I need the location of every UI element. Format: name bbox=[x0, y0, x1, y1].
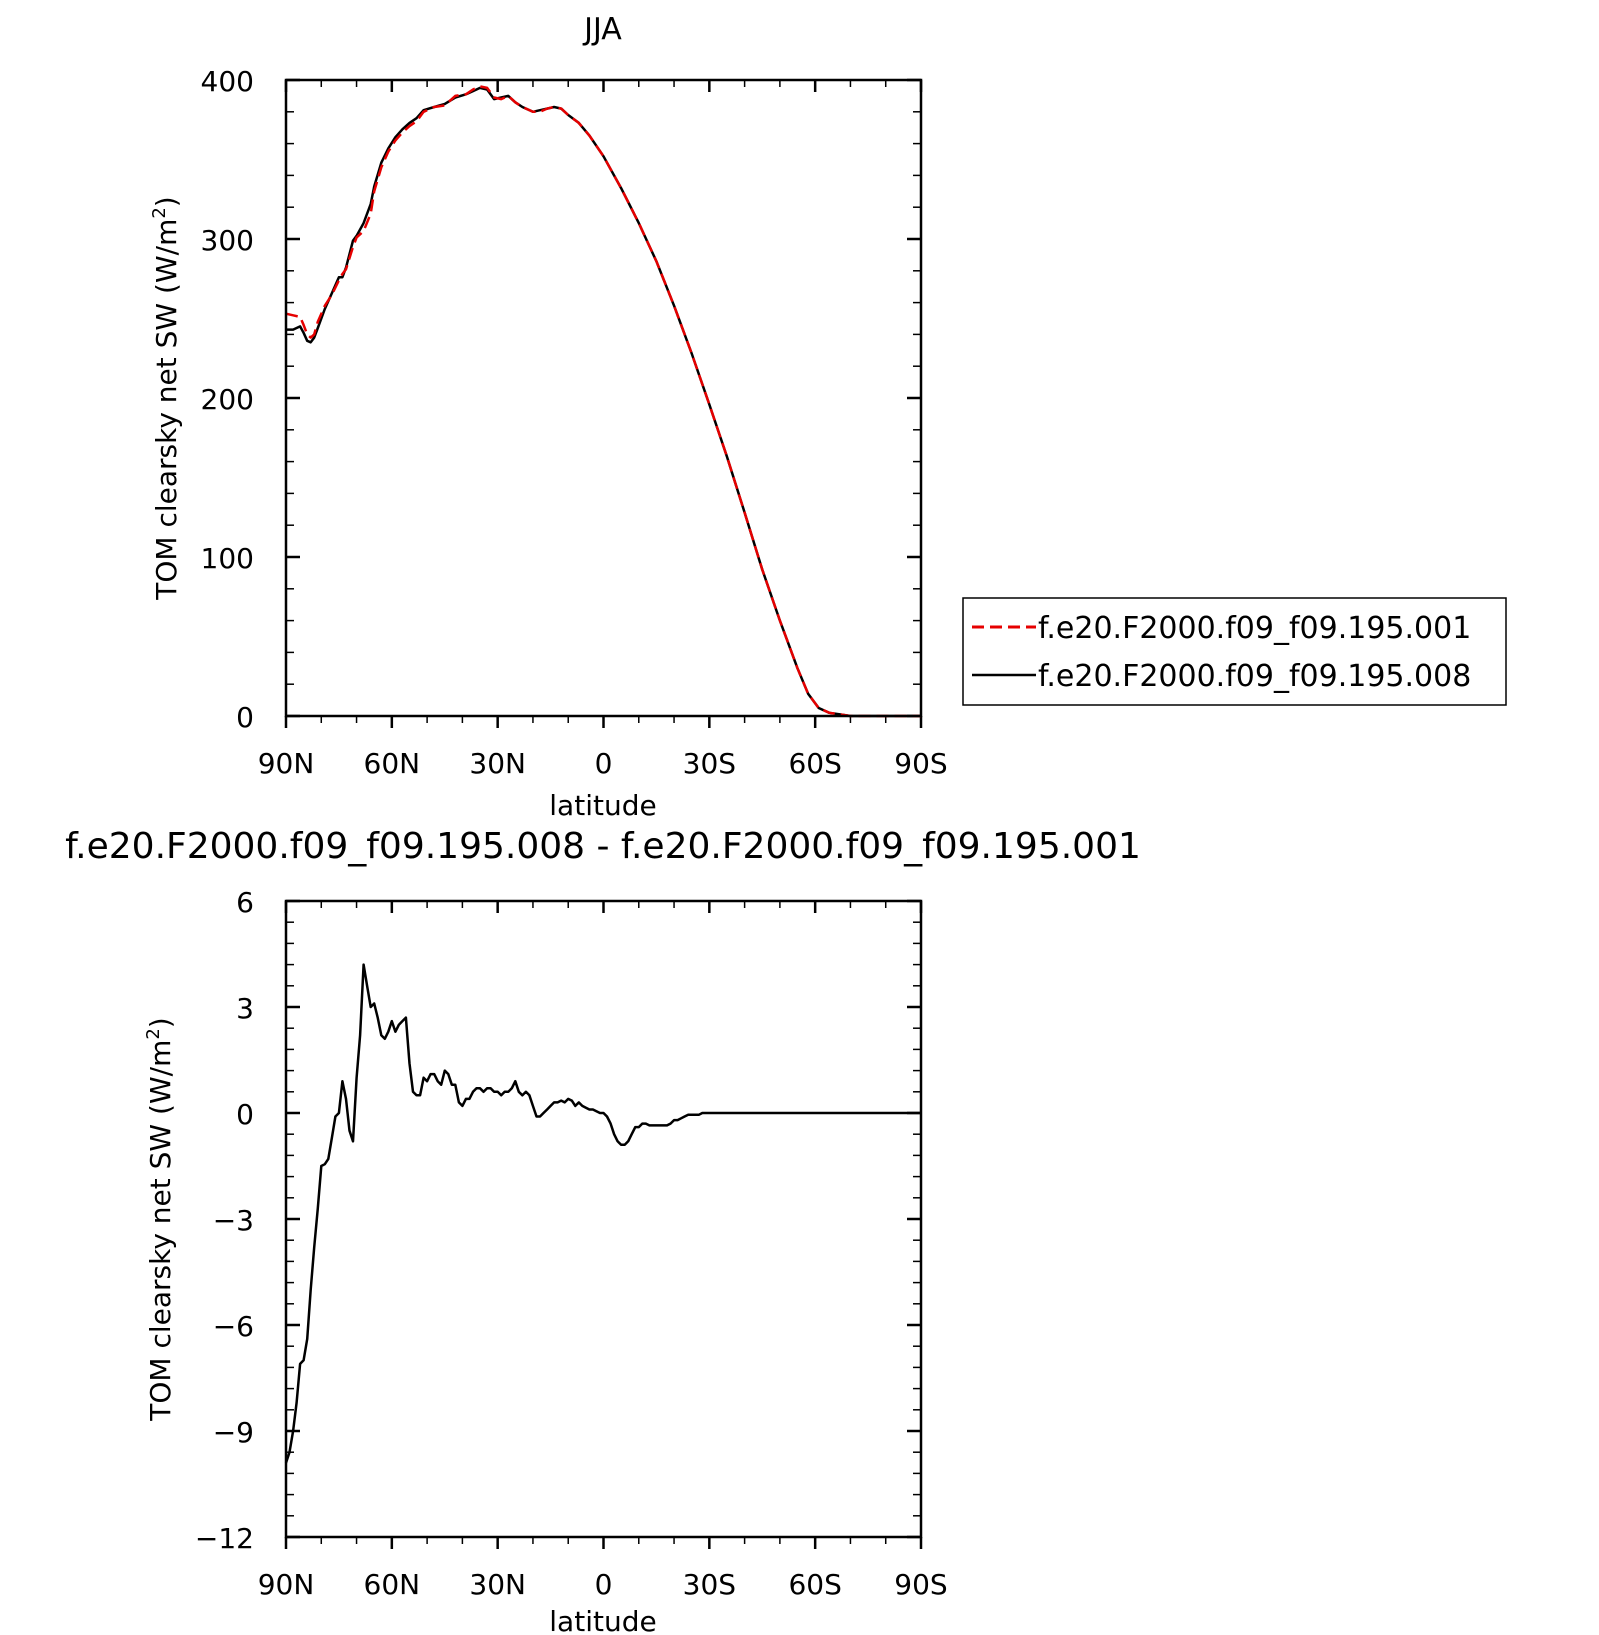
legend-box bbox=[962, 597, 1507, 706]
top-chart-legend: f.e20.F2000.f09_f09.195.001 f.e20.F2000.… bbox=[962, 597, 1507, 706]
top-x-tick-label: 0 bbox=[595, 747, 613, 780]
top-y-tick-label: 200 bbox=[201, 383, 254, 416]
top-x-tick-label: 90N bbox=[258, 747, 315, 780]
bottom-x-tick-label: 90S bbox=[894, 1568, 947, 1601]
bottom-chart-y-minor-ticks bbox=[286, 921, 921, 1517]
bottom-x-tick-label: 60S bbox=[788, 1568, 841, 1601]
bottom-y-tick-label: −3 bbox=[213, 1204, 254, 1237]
bottom-x-tick-label: 30S bbox=[683, 1568, 736, 1601]
top-x-tick-label: 90S bbox=[894, 747, 947, 780]
bottom-y-tick-label: 0 bbox=[236, 1098, 254, 1131]
bottom-x-tick-label: 0 bbox=[595, 1568, 613, 1601]
top-chart-x-axis-label: latitude bbox=[549, 789, 656, 822]
top-y-tick-label: 300 bbox=[201, 224, 254, 257]
bottom-x-tick-label: 90N bbox=[258, 1568, 315, 1601]
bottom-chart-y-axis-label-superscript: 2 bbox=[143, 1028, 164, 1039]
top-series-line-0 bbox=[285, 85, 921, 718]
bottom-chart-x-axis-label: latitude bbox=[549, 1605, 656, 1635]
bottom-y-tick-label: −9 bbox=[213, 1416, 254, 1449]
legend-label-001: f.e20.F2000.f09_f09.195.001 bbox=[1038, 611, 1471, 646]
top-x-tick-label: 60N bbox=[364, 747, 421, 780]
top-y-tick-label: 400 bbox=[201, 65, 254, 98]
top-x-tick-label: 60S bbox=[788, 747, 841, 780]
top-y-tick-label: 100 bbox=[201, 542, 254, 575]
bottom-chart-panel: f.e20.F2000.f09_f09.195.008 - f.e20.F200… bbox=[65, 826, 1141, 1635]
top-chart-title: JJA bbox=[582, 12, 622, 47]
bottom-y-tick-label: −12 bbox=[195, 1522, 254, 1555]
bottom-chart-y-axis-label-main: TOM clearsky net SW (W/m bbox=[144, 1040, 177, 1422]
bottom-x-tick-label: 30N bbox=[469, 1568, 526, 1601]
bottom-chart-x-axis: 90N 60N 30N 0 30S 60S 90S bbox=[258, 901, 948, 1601]
bottom-chart-y-axis-label-end: ) bbox=[144, 1017, 177, 1028]
bottom-y-tick-label: 6 bbox=[236, 886, 254, 919]
top-chart-series bbox=[285, 85, 921, 718]
bottom-series-line-0 bbox=[284, 963, 921, 1464]
top-chart-plot-frame bbox=[284, 78, 923, 718]
bottom-y-tick-label: −6 bbox=[213, 1310, 254, 1343]
top-chart-x-axis: 90N 60N 30N 0 30S 60S 90S bbox=[258, 80, 948, 780]
top-y-tick-label: 0 bbox=[236, 701, 254, 734]
bottom-x-tick-label: 60N bbox=[364, 1568, 421, 1601]
top-chart-y-axis-label-main: TOM clearsky net SW (W/m bbox=[150, 219, 183, 601]
bottom-chart-y-axis-label: TOM clearsky net SW (W/m2) bbox=[143, 1017, 177, 1421]
top-chart-panel: JJA 0 100 200 300 400 90N 60N 30N 0 30S 60S 90S la… bbox=[149, 12, 1507, 822]
top-x-tick-label: 30S bbox=[683, 747, 736, 780]
top-chart-y-axis-label: TOM clearsky net SW (W/m2) bbox=[149, 196, 183, 600]
top-chart-y-minor-ticks bbox=[286, 111, 921, 685]
top-x-tick-label: 30N bbox=[469, 747, 526, 780]
bottom-chart-plot-frame bbox=[284, 899, 923, 1539]
bottom-chart-title: f.e20.F2000.f09_f09.195.008 - f.e20.F200… bbox=[65, 826, 1141, 867]
top-chart-y-axis: 0 100 200 300 400 bbox=[201, 65, 921, 734]
bottom-chart-series bbox=[284, 963, 921, 1464]
legend-label-008: f.e20.F2000.f09_f09.195.008 bbox=[1038, 659, 1471, 694]
bottom-y-tick-label: 3 bbox=[236, 992, 254, 1025]
top-chart-y-axis-label-superscript: 2 bbox=[149, 207, 170, 218]
top-chart-y-axis-label-end: ) bbox=[150, 196, 183, 207]
